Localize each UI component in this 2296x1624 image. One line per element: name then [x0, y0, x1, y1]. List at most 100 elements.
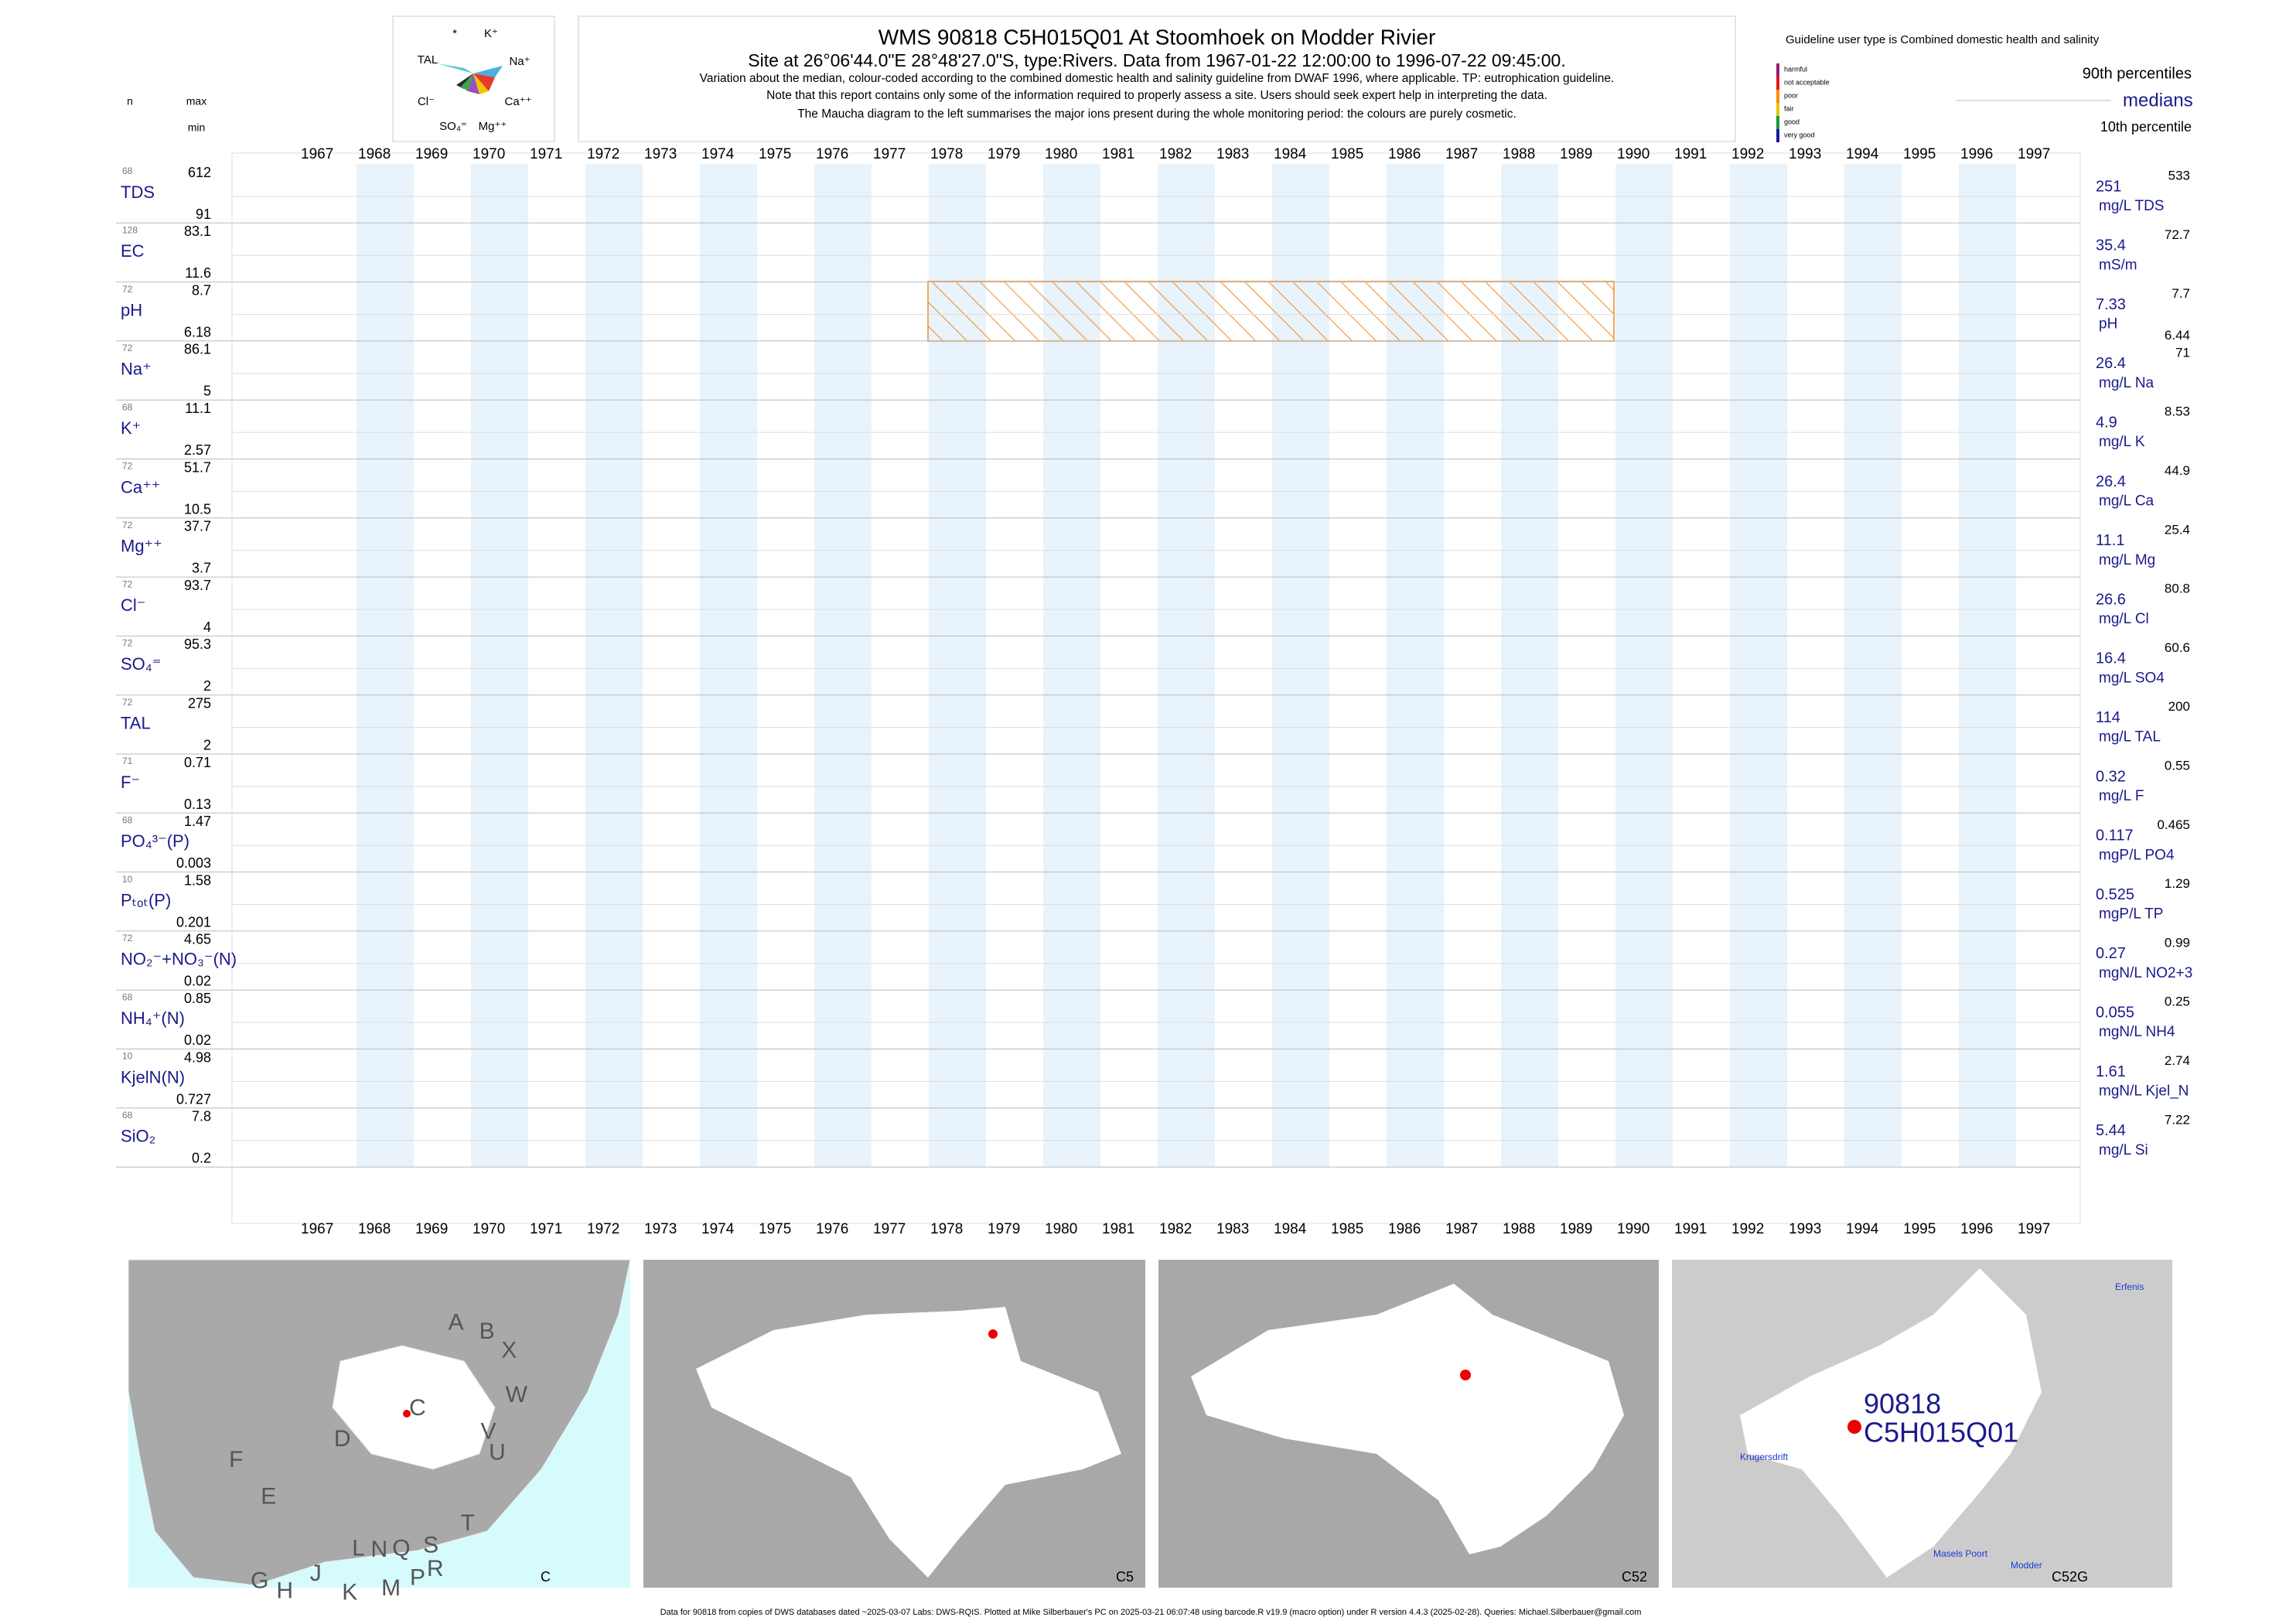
n: 128	[122, 224, 138, 235]
p90: 71	[2175, 345, 2190, 360]
p90: 72.7	[2165, 227, 2190, 242]
region-letter: X	[501, 1338, 517, 1363]
title-box	[578, 15, 1736, 142]
unit: mg/L SO4	[2099, 670, 2165, 686]
max: 1.47	[184, 814, 211, 829]
n: 10	[122, 1051, 133, 1062]
region-letter: Q	[392, 1535, 410, 1561]
year-label-bottom: 1971	[530, 1221, 562, 1237]
year-label-bottom: 1983	[1216, 1221, 1249, 1237]
unit: mg/L Cl	[2099, 611, 2149, 627]
ph-guideline-zone	[927, 281, 1615, 342]
legend-class: very good	[1784, 131, 1815, 138]
year-label-top: 1982	[1159, 146, 1192, 162]
year-label-bottom: 1987	[1445, 1221, 1478, 1237]
maucha-label: Cl⁻	[418, 95, 435, 108]
min: 2.57	[184, 442, 211, 458]
year-label-top: 1988	[1503, 146, 1535, 162]
year-label-top: 1975	[759, 146, 791, 162]
max: 93.7	[184, 578, 211, 593]
year-label-top: 1996	[1960, 146, 1993, 162]
variable-name: F⁻	[121, 773, 140, 792]
col-header-min: min	[188, 121, 206, 134]
map-sa-catchment	[332, 1345, 496, 1470]
year-label-top: 1969	[415, 146, 448, 162]
legend-p10: 10th percentile	[2100, 119, 2192, 135]
year-label-bottom: 1982	[1159, 1221, 1192, 1237]
variable-name: TAL	[121, 714, 151, 733]
year-label-bottom: 1969	[415, 1221, 448, 1237]
year-label-bottom: 1968	[358, 1221, 391, 1237]
year-label-bottom: 1980	[1045, 1221, 1077, 1237]
year-label-bottom: 1970	[473, 1221, 505, 1237]
year-label-bottom: 1991	[1674, 1221, 1707, 1237]
min: 6.18	[184, 324, 211, 339]
map-label: C52	[1622, 1569, 1647, 1585]
n: 72	[122, 697, 133, 708]
p90: 200	[2168, 699, 2190, 714]
n: 72	[122, 578, 133, 589]
subtitle: Site at 26°06'44.0"E 28°48'27.0"S, type:…	[748, 50, 1565, 70]
year-label-top: 1985	[1331, 146, 1363, 162]
unit: mgN/L NH4	[2099, 1024, 2175, 1040]
max: 8.7	[192, 282, 211, 298]
median: 0.525	[2096, 886, 2134, 903]
year-label-top: 1974	[701, 146, 735, 162]
maucha-box	[392, 15, 555, 142]
year-label-top: 1972	[587, 146, 619, 162]
title: WMS 90818 C5H015Q01 At Stoomhoek on Modd…	[878, 25, 1436, 49]
site-code: C5H015Q01	[1864, 1417, 2018, 1448]
maps	[128, 1259, 2172, 1588]
region-letter: B	[479, 1319, 495, 1344]
year-label-top: 1997	[2018, 146, 2050, 162]
map-c52-site	[1460, 1370, 1471, 1380]
variable-name: K⁺	[121, 418, 141, 438]
year-label-top: 1967	[301, 146, 333, 162]
map-c5-site	[988, 1329, 998, 1339]
year-label-bottom: 1975	[759, 1221, 791, 1237]
min: 0.201	[176, 914, 211, 930]
min: 2	[203, 678, 211, 694]
year-label-bottom: 1972	[587, 1221, 619, 1237]
year-label-top: 1976	[816, 146, 848, 162]
maucha-label: SO₄⁼	[439, 120, 467, 133]
year-band	[1730, 164, 1787, 1168]
median: 1.61	[2096, 1063, 2126, 1080]
variable-name: SiO₂	[121, 1127, 155, 1146]
year-band	[585, 164, 643, 1168]
median: 11.1	[2096, 532, 2124, 549]
variable-name: Ca⁺⁺	[121, 477, 160, 496]
median: 16.4	[2096, 650, 2126, 667]
p10: 6.44	[2165, 328, 2190, 343]
legend-class: harmful	[1784, 65, 1807, 73]
n: 10	[122, 874, 133, 885]
median: 0.27	[2096, 945, 2126, 962]
year-label-top: 1984	[1274, 146, 1307, 162]
legend-class: not acceptable	[1784, 78, 1830, 86]
median: 35.4	[2096, 237, 2126, 254]
year-label-bottom: 1995	[1903, 1221, 1936, 1237]
unit: mS/m	[2099, 257, 2137, 273]
median: 0.055	[2096, 1004, 2134, 1021]
region-letter: F	[229, 1447, 243, 1472]
note: Variation about the median, colour-coded…	[700, 72, 1615, 85]
legend-class: poor	[1784, 91, 1798, 99]
variable-name: EC	[121, 241, 145, 261]
year-label-bottom: 1974	[701, 1221, 735, 1237]
legend-medians: medians	[2123, 90, 2193, 111]
year-band	[1959, 164, 2016, 1168]
year-label-bottom: 1994	[1846, 1221, 1879, 1237]
year-band	[471, 164, 528, 1168]
median: 114	[2096, 709, 2120, 726]
legend-p90: 90th percentiles	[2083, 65, 2192, 82]
year-label-bottom: 1989	[1560, 1221, 1592, 1237]
place-name: Modder	[2011, 1560, 2042, 1571]
p90: 0.465	[2157, 817, 2190, 832]
year-label-top: 1979	[988, 146, 1020, 162]
note: Note that this report contains only some…	[766, 89, 1547, 102]
year-label-top: 1983	[1216, 146, 1249, 162]
p90: 8.53	[2165, 404, 2190, 419]
min: 4	[203, 619, 211, 635]
year-band	[700, 164, 757, 1168]
